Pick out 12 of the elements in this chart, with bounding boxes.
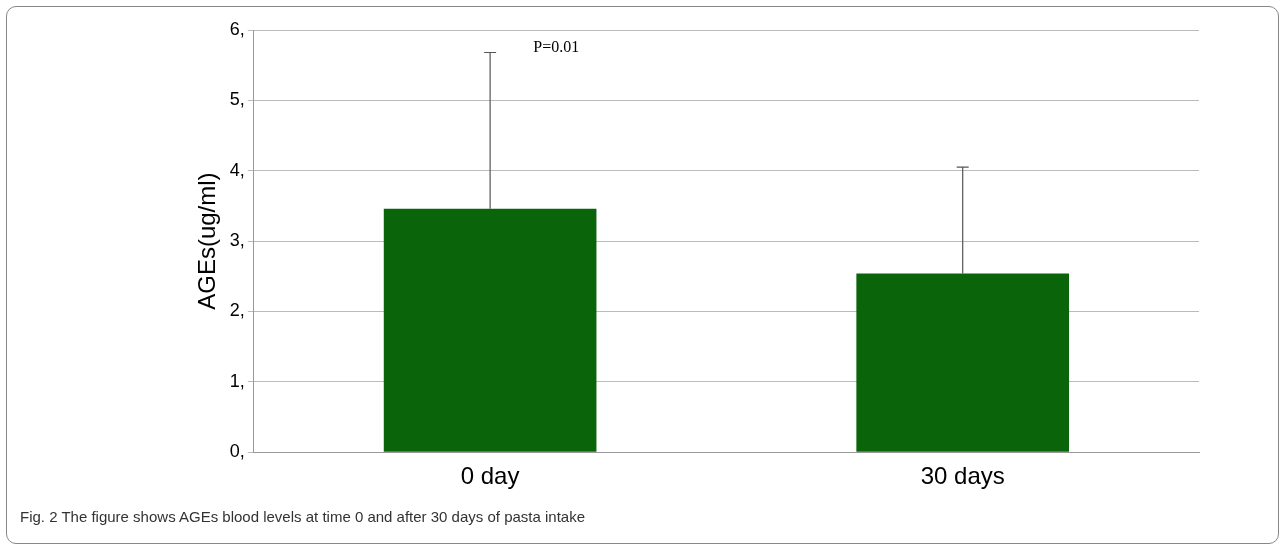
y-tick-label: 4, bbox=[229, 159, 245, 180]
x-tick-label: 30 days bbox=[920, 462, 1005, 490]
caption: Fig. 2 The figure shows AGEs blood levels at time 0 and after 30 days of pasta intake bbox=[20, 508, 586, 525]
y-tick-label: 1, bbox=[229, 370, 245, 391]
y-tick-label: 6, bbox=[229, 18, 245, 39]
y-tick-label: 3, bbox=[229, 230, 245, 251]
y-axis-title: AGEs(ug/ml) bbox=[193, 172, 221, 310]
y-tick-label: 5, bbox=[229, 89, 245, 110]
y-tick-label: 0, bbox=[229, 441, 245, 462]
y-tick-label: 2, bbox=[229, 300, 245, 321]
x-tick-label: 0 day bbox=[460, 462, 520, 490]
annotation: P=0.01 bbox=[533, 38, 580, 56]
